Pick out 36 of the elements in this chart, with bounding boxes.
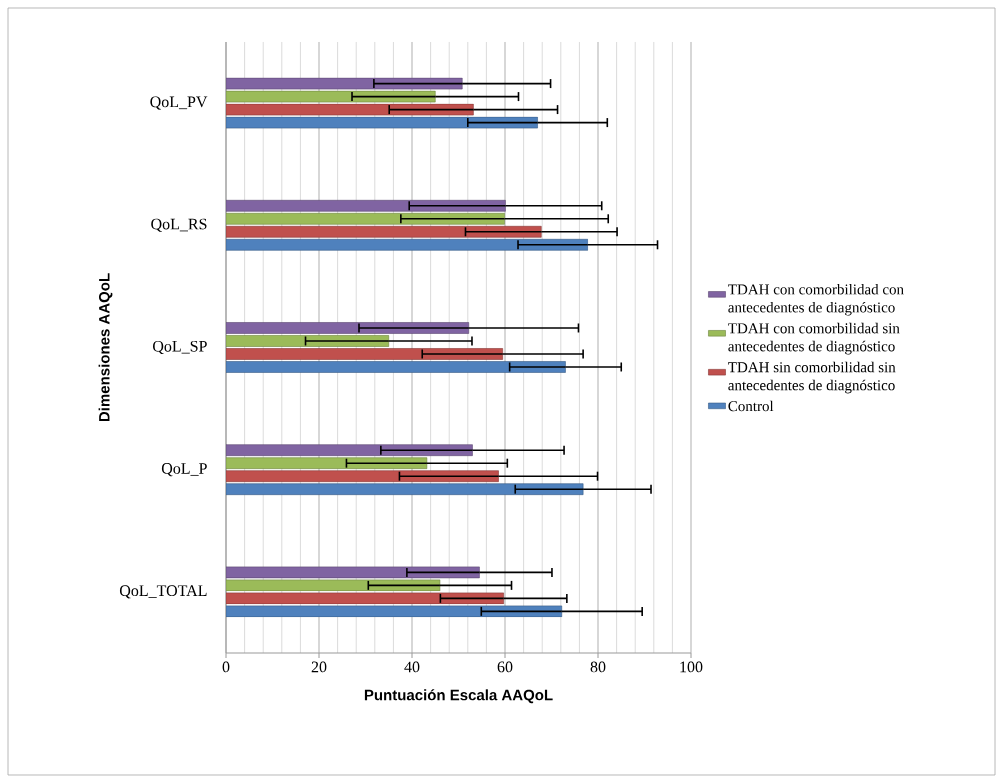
bar	[226, 457, 428, 469]
legend-label: TDAH con comorbilidad con antecedentes de diagnóstico	[728, 283, 904, 316]
x-tick-label: 0	[222, 661, 230, 673]
bar	[226, 470, 499, 482]
bar	[226, 322, 470, 334]
bar	[226, 90, 436, 103]
bar	[226, 103, 474, 116]
y-tick-label: QoL_PV	[150, 96, 208, 110]
bar	[226, 348, 503, 360]
x-tick-label: 20	[311, 661, 327, 673]
bar	[226, 592, 504, 605]
bar	[226, 77, 463, 90]
bar	[226, 605, 563, 618]
bar	[226, 579, 441, 592]
y-axis-title: Dimensiones AAQoL	[98, 273, 113, 422]
bar	[226, 566, 480, 579]
legend-label: TDAH sin comorbilidad sin antecedentes de diagnóstico	[728, 361, 896, 394]
bar	[226, 444, 473, 456]
bar	[226, 238, 589, 251]
bar	[226, 225, 542, 238]
legend-label: Control	[728, 400, 774, 412]
y-tick-label: QoL_TOTAL	[119, 585, 207, 599]
legend-label: TDAH con comorbilidad sin antecedentes de diagnóstico	[728, 322, 900, 355]
bar	[226, 212, 505, 225]
bar	[226, 116, 538, 129]
y-tick-label: QoL_SP	[153, 340, 207, 355]
bar	[226, 483, 584, 495]
x-axis-title: Puntuación Escala AAQoL	[364, 689, 553, 704]
y-tick-label: QoL_P	[161, 463, 207, 477]
x-tick-label: 80	[590, 661, 606, 673]
bar	[226, 361, 566, 373]
y-tick-label: QoL_RS	[151, 218, 207, 232]
x-tick-label: 60	[497, 661, 513, 673]
x-tick-label: 100	[680, 661, 703, 673]
bar	[226, 199, 506, 212]
x-tick-label: 40	[404, 661, 420, 673]
